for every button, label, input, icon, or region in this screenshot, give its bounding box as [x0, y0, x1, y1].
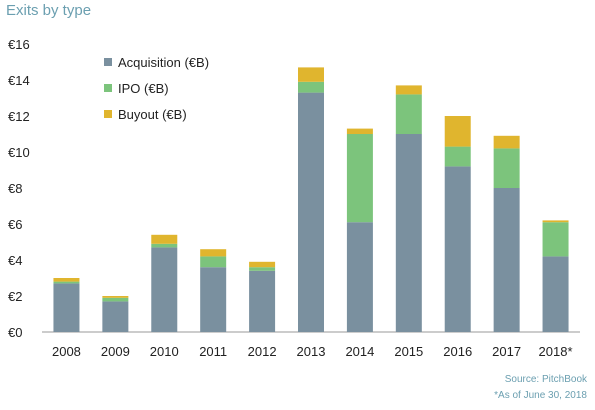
bar-acquisition-segment: [444, 166, 471, 332]
bar-buyout-segment: [298, 67, 324, 82]
y-tick-label: €14: [8, 73, 30, 88]
bar-acquisition-segment: [53, 283, 80, 332]
x-tick-label: 2013: [297, 344, 326, 359]
bar-ipo-segment: [151, 243, 178, 248]
bar-ipo-segment: [200, 256, 227, 268]
bar-acquisition-segment: [346, 222, 373, 332]
bar-acquisition-segment: [542, 256, 569, 332]
bar-ipo-segment: [346, 134, 373, 223]
bar-buyout-segment: [444, 116, 471, 147]
bar-buyout-segment: [346, 128, 373, 134]
legend-swatch: [104, 110, 112, 118]
bar-acquisition-segment: [151, 247, 178, 332]
bar-acquisition-segment: [249, 270, 276, 332]
bar-acquisition-segment: [298, 92, 324, 332]
bar-ipo-segment: [102, 297, 129, 302]
x-tick-label: 2015: [394, 344, 423, 359]
y-tick-label: €12: [8, 109, 30, 124]
bar-acquisition-segment: [200, 267, 227, 332]
y-tick-label: €16: [8, 37, 30, 52]
y-tick-label: €4: [8, 253, 22, 268]
chart-title: Exits by type: [6, 2, 92, 19]
bar-buyout-segment: [102, 296, 129, 298]
bar-acquisition-segment: [493, 188, 520, 332]
bar-ipo-segment: [249, 267, 276, 271]
bar-buyout-segment: [151, 234, 178, 244]
bar-buyout-segment: [542, 220, 569, 223]
x-tick-label: 2017: [492, 344, 521, 359]
legend-label: IPO (€B): [118, 81, 169, 96]
bar-ipo-segment: [493, 148, 520, 188]
x-tick-label: 2011: [199, 344, 227, 359]
bar-ipo-segment: [395, 94, 422, 134]
bar-buyout-segment: [249, 261, 276, 268]
x-tick-label: 2009: [101, 344, 130, 359]
as-of-note: *As of June 30, 2018: [494, 390, 587, 401]
bar-ipo-segment: [53, 281, 80, 284]
source-note: Source: PitchBook: [504, 374, 587, 385]
bar-buyout-segment: [493, 135, 520, 149]
bar-ipo-segment: [298, 81, 324, 93]
y-tick-label: €0: [8, 325, 22, 340]
x-tick-label: 2008: [52, 344, 81, 359]
legend-label: Acquisition (€B): [118, 55, 209, 70]
y-tick-label: €2: [8, 289, 22, 304]
bar-ipo-segment: [444, 146, 471, 167]
bar-buyout-segment: [200, 249, 227, 257]
x-tick-label: 2014: [345, 344, 374, 359]
bar-acquisition-segment: [395, 134, 422, 332]
y-tick-label: €6: [8, 217, 22, 232]
x-tick-label: 2012: [248, 344, 277, 359]
legend-swatch: [104, 58, 112, 66]
bar-buyout-segment: [53, 278, 80, 282]
legend-swatch: [104, 84, 112, 92]
bar-ipo-segment: [542, 222, 569, 257]
x-tick-label: 2016: [443, 344, 472, 359]
bar-buyout-segment: [395, 85, 422, 95]
x-tick-label: 2018*: [539, 344, 573, 359]
bar-acquisition-segment: [102, 301, 129, 332]
x-tick-label: 2010: [150, 344, 179, 359]
y-tick-label: €10: [8, 145, 30, 160]
legend-label: Buyout (€B): [118, 107, 187, 122]
y-tick-label: €8: [8, 181, 22, 196]
